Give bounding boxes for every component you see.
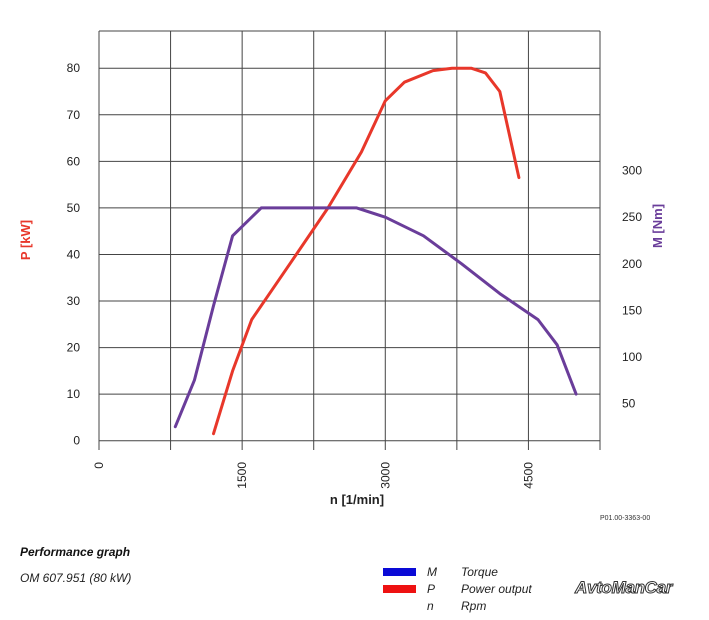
- legend-label-power: Power output: [461, 581, 532, 596]
- legend-symbol-power: P: [427, 581, 436, 596]
- y-right-axis-title: M [Nm]: [650, 204, 665, 248]
- y-left-tick-label: 70: [67, 108, 81, 122]
- watermark-logo: AvtoManCar: [574, 578, 673, 598]
- series-line-p: [212, 66, 521, 436]
- y-left-tick-label: 60: [67, 154, 81, 168]
- y-right-tick-label: 200: [622, 257, 642, 271]
- x-axis-title: n [1/min]: [330, 492, 384, 507]
- y-right-tick-label: 100: [622, 350, 642, 364]
- caption-subtitle: OM 607.951 (80 kW): [20, 571, 132, 585]
- legend-item-torque: M Torque: [383, 563, 532, 580]
- caption-title: Performance graph: [20, 545, 131, 559]
- y-left-tick-label: 20: [67, 341, 81, 355]
- y-left-tick-label: 50: [67, 201, 81, 215]
- y-left-tick-label: 40: [67, 247, 81, 261]
- series-line-m: [173, 206, 578, 429]
- reference-code: P01.00-3363-00: [600, 515, 651, 522]
- legend-swatch-torque: [383, 567, 416, 576]
- grid: [98, 30, 601, 450]
- legend-symbol-torque: M: [427, 564, 437, 579]
- y-right-tick-label: 300: [622, 164, 642, 178]
- y-left-tick-label: 0: [73, 434, 80, 448]
- legend-symbol-rpm: n: [427, 598, 434, 613]
- x-tick-label: 3000: [378, 462, 392, 489]
- y-right-tick-label: 250: [622, 210, 642, 224]
- y-right-tick-label: 150: [622, 303, 642, 317]
- x-tick-label: 1500: [235, 462, 249, 489]
- legend-label-torque: Torque: [461, 564, 498, 579]
- y-left-axis-title: P [kW]: [18, 220, 33, 260]
- x-tick-label: 0: [92, 462, 106, 469]
- y-right-tick-label: 50: [622, 396, 636, 410]
- legend-label-rpm: Rpm: [461, 598, 487, 613]
- legend-swatch-rpm: [383, 602, 416, 610]
- y-left-tick-label: 30: [67, 294, 81, 308]
- legend: M Torque P Power output n Rpm: [383, 563, 532, 614]
- y-left-tick-label: 80: [67, 61, 81, 75]
- x-tick-label: 4500: [521, 462, 535, 489]
- series-lines: [173, 66, 578, 436]
- legend-item-power: P Power output: [383, 580, 532, 597]
- legend-item-rpm: n Rpm: [383, 597, 532, 614]
- legend-swatch-power: [383, 584, 416, 593]
- y-left-tick-label: 10: [67, 387, 81, 401]
